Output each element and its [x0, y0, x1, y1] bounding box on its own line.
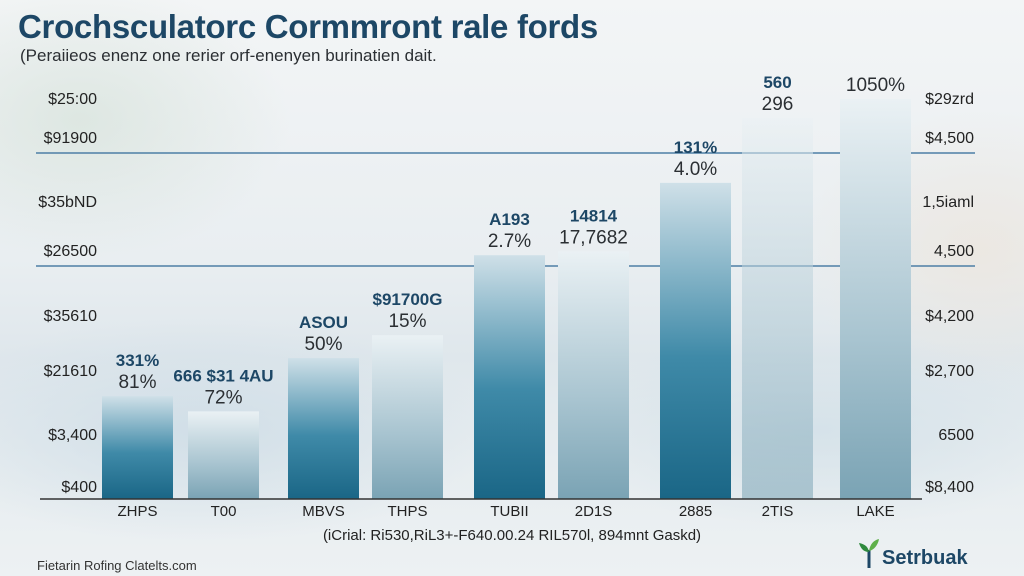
- bar-2885: [660, 182, 731, 499]
- category-labels: ZHPS T00 MBVS THPS TUBII 2D1S 2885 2TIS LAKE: [117, 503, 894, 520]
- category-label: MBVS: [302, 503, 345, 520]
- bar-value-label: 131%: [674, 138, 717, 157]
- left-axis-tick: $25:00: [48, 91, 97, 108]
- bar-t00: [188, 411, 259, 499]
- left-axis-tick: $35bND: [38, 194, 97, 211]
- right-axis: $29zrd $4,500 1,5iaml 4,500 $4,200 $2,700 6500…: [922, 91, 974, 496]
- source-credit: Fietarin Rofing Clatelts.com: [37, 558, 197, 573]
- right-axis-tick: $8,400: [925, 479, 974, 496]
- bar-mbvs: [288, 358, 359, 499]
- category-label: THPS: [387, 503, 427, 520]
- bar-value-label: $91700G: [373, 290, 443, 309]
- bar-percent-label: 296: [762, 94, 794, 115]
- category-label: 2D1S: [575, 503, 613, 520]
- bar-2d1s: [558, 251, 629, 499]
- bars: 331% 81% 666 $31 4AU 72% ASOU 50% $91700G 15% A1…: [102, 73, 911, 499]
- bar-value-label: 560: [763, 73, 791, 92]
- bar-value-label: 331%: [116, 351, 159, 370]
- bar-value-label: A193: [489, 210, 530, 229]
- chart-title: Crochsculatorc Cormmront rale fords: [18, 8, 598, 45]
- category-label: 2885: [679, 503, 712, 520]
- bar-percent-label: 4.0%: [674, 159, 717, 180]
- right-axis-tick: 1,5iaml: [922, 194, 974, 211]
- left-axis-tick: $21610: [44, 363, 97, 380]
- category-label: ZHPS: [117, 503, 157, 520]
- category-label: 2TIS: [762, 503, 794, 520]
- bar-tubii: [474, 255, 545, 499]
- bar-thps: [372, 335, 443, 499]
- right-axis-tick: 4,500: [934, 243, 974, 260]
- bar-percent-label: 81%: [118, 372, 156, 393]
- category-label: LAKE: [856, 503, 894, 520]
- brand-name: Setrbuak: [882, 547, 968, 569]
- left-axis-tick: $26500: [44, 243, 97, 260]
- bar-percent-label: 72%: [204, 387, 242, 408]
- bar-lake: [840, 99, 911, 499]
- bar-percent-label: 1050%: [846, 75, 905, 96]
- bar-value-label: 14814: [570, 206, 618, 225]
- right-axis-tick: 6500: [938, 427, 974, 444]
- right-axis-tick: $4,500: [925, 130, 974, 147]
- category-label: T00: [211, 503, 237, 520]
- category-label: TUBII: [490, 503, 528, 520]
- left-axis-tick: $3,400: [48, 427, 97, 444]
- bar-percent-label: 2.7%: [488, 231, 531, 252]
- bar-value-label: 666 $31 4AU: [173, 366, 273, 385]
- left-axis: $25:00 $91900 $35bND $26500 $35610 $21610 $3,4…: [38, 91, 97, 496]
- left-axis-tick: $400: [61, 479, 97, 496]
- bar-percent-label: 50%: [304, 334, 342, 355]
- bar-percent-label: 15%: [388, 311, 426, 332]
- chart-note: (iCrial: Ri530,RiL3+-F640.00.24 RIL570l,…: [322, 527, 702, 544]
- chart-subtitle: (Peraiieos enenz one rerier orf-enenyen …: [20, 46, 437, 65]
- bar-zhps: [102, 396, 173, 499]
- bar-2tis: [742, 118, 813, 499]
- right-axis-tick: $4,200: [925, 308, 974, 325]
- left-axis-tick: $35610: [44, 308, 97, 325]
- bar-percent-label: 17,7682: [559, 227, 628, 248]
- brand-logo: Setrbuak: [858, 538, 968, 568]
- leaf-icon: [859, 539, 879, 568]
- left-axis-tick: $91900: [44, 130, 97, 147]
- right-axis-tick: $2,700: [925, 363, 974, 380]
- right-axis-tick: $29zrd: [925, 91, 974, 108]
- bar-value-label: ASOU: [299, 313, 348, 332]
